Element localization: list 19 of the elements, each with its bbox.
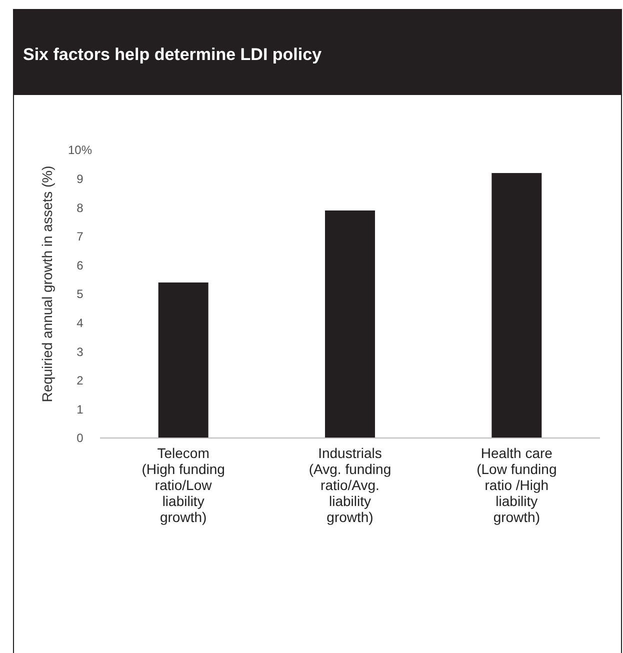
y-tick-label: 9 <box>76 172 84 186</box>
x-tick-label: Telecom (High funding ratio/Low liability growth) <box>142 445 225 525</box>
y-tick-label: 8 <box>76 200 84 215</box>
bar <box>325 210 375 438</box>
y-tick-label: 5 <box>76 287 84 302</box>
bar <box>158 282 208 438</box>
y-tick-label: 1 <box>76 402 84 416</box>
y-tick-label: 4 <box>76 316 84 330</box>
y-tick-label: 2 <box>76 374 84 388</box>
x-tick-label: Health care (Low funding ratio /High liability growth) <box>476 445 557 525</box>
y-tick-label: 6 <box>76 258 84 272</box>
y-axis-title: Requiried annual growth in assets (%) <box>39 166 55 402</box>
bar <box>492 173 542 438</box>
y-tick-label: 0 <box>76 431 84 446</box>
y-tick-label: 3 <box>76 344 84 359</box>
chart-title: Six factors help determine LDI policy <box>23 45 322 64</box>
y-tick-label: 7 <box>76 230 84 244</box>
y-tick-label: 10% <box>68 143 92 158</box>
x-tick-label: Industrials (Avg. funding ratio/Avg. liability growth) <box>308 445 392 525</box>
